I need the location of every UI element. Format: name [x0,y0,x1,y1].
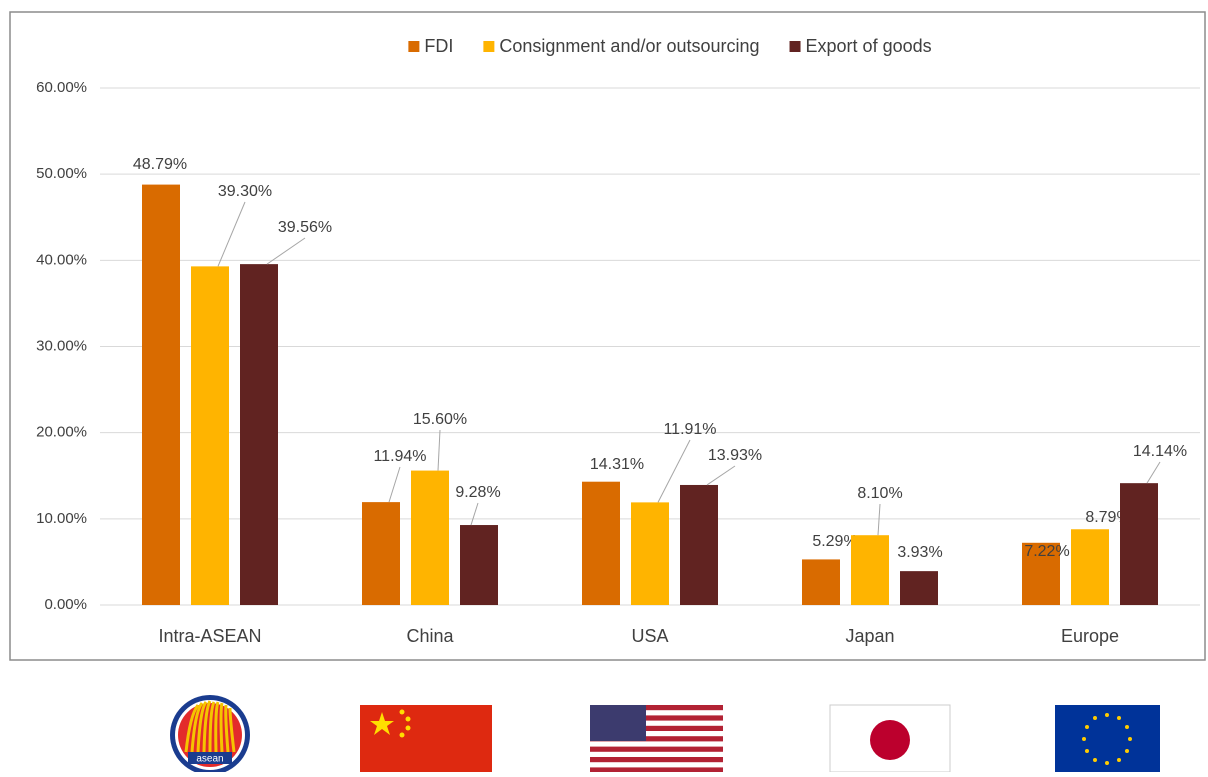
x-tick-label: Intra-ASEAN [158,626,261,646]
bar [851,535,889,605]
data-label: 13.93% [708,447,762,464]
legend-swatch [483,41,495,52]
bar [460,525,498,605]
bar [191,266,229,605]
legend-swatch [408,41,420,52]
x-tick-label: China [406,626,454,646]
leader-line [657,439,691,503]
data-label: 14.14% [1133,443,1187,460]
flags: asean [170,695,1160,775]
svg-text:asean: asean [196,754,223,765]
bar [680,484,718,605]
eu-flag [1055,705,1160,772]
y-tick-label: 20.00% [36,424,87,441]
bar [142,184,180,605]
leader-line [217,201,246,267]
bar [631,502,669,605]
bar [802,559,840,605]
legend-swatch [789,41,801,52]
legend-label: FDI [424,36,453,56]
bar [411,470,449,605]
y-tick-label: 40.00% [36,251,87,268]
data-label: 39.30% [218,183,272,200]
leader-line [388,466,401,503]
data-label: 11.91% [663,421,716,438]
data-label: 8.10% [857,485,902,502]
data-label: 48.79% [133,156,187,173]
bar [1120,483,1158,605]
usa-flag [590,705,723,772]
data-label: 8.79% [1085,509,1130,526]
bar [362,502,400,605]
bar [582,481,620,605]
x-tick-label: Japan [845,626,894,646]
data-label: 3.93% [897,544,942,561]
leader-line [470,502,479,526]
leader-line [706,465,736,486]
data-label: 5.29% [812,533,857,550]
x-tick-label: Europe [1061,626,1119,646]
data-label: 11.94% [373,448,426,465]
y-tick-label: 60.00% [36,79,87,96]
bar [900,571,938,605]
bar [1022,542,1060,605]
data-label: 7.22% [1024,543,1069,560]
legend-label: Consignment and/or outsourcing [499,36,759,56]
data-label: 14.31% [590,456,644,473]
leader-line [1146,461,1161,484]
y-tick-label: 50.00% [36,165,87,182]
data-label: 15.60% [413,411,467,428]
bar [1071,529,1109,605]
y-tick-label: 30.00% [36,337,87,354]
data-label: 39.56% [278,219,332,236]
y-tick-label: 10.00% [36,510,87,527]
data-label: 9.28% [455,484,500,501]
leader-line [266,237,306,265]
japan-flag [829,704,951,773]
asean-emblem: asean [170,695,250,775]
bar [240,264,278,605]
leader-line [437,429,441,471]
china-flag [360,705,492,772]
leader-line [877,503,881,536]
y-tick-label: 0.00% [44,596,87,613]
x-tick-label: USA [631,626,668,646]
legend-label: Export of goods [806,36,932,56]
